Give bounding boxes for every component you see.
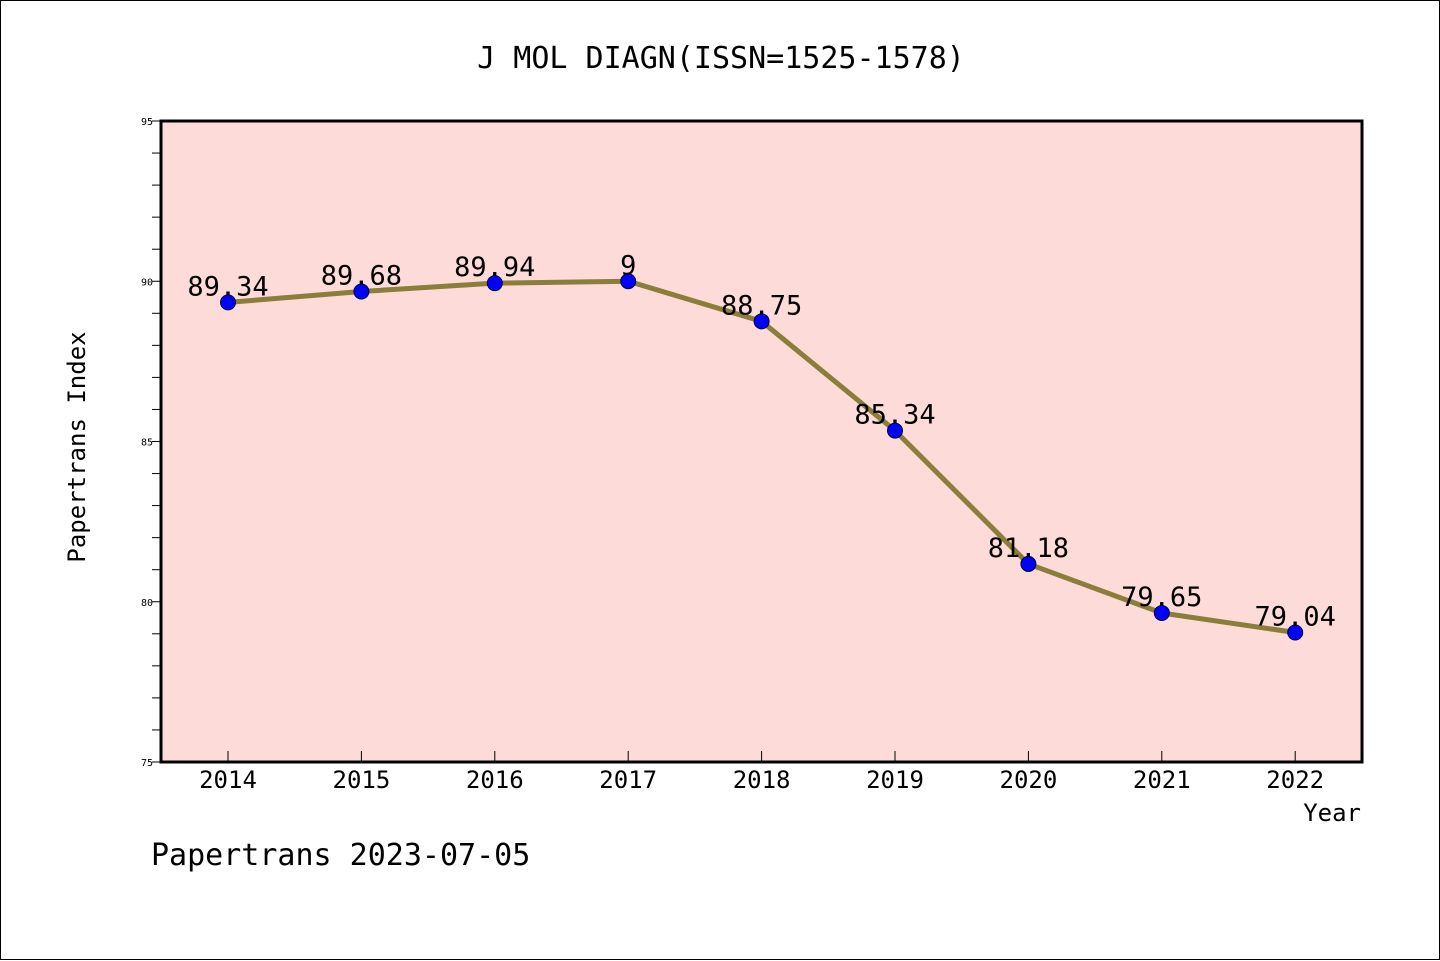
data-point [620, 273, 637, 290]
plot-area [159, 119, 1364, 764]
data-label: 79.04 [1255, 602, 1336, 633]
data-label: 89.68 [321, 261, 402, 292]
y-axis: 75 80 85 90 95 [141, 117, 161, 769]
x-tick-label: 2022 [1266, 766, 1324, 794]
y-tick-label: 85 [141, 438, 153, 449]
data-point [1287, 624, 1304, 641]
data-label: 88.75 [721, 290, 802, 321]
data-label: 79.65 [1121, 582, 1202, 613]
x-tick-label: 2021 [1133, 766, 1191, 794]
x-tick-label: 2018 [733, 766, 791, 794]
x-axis: 2014 2015 2016 2017 2018 2019 2020 2021 2022 [199, 751, 1324, 794]
y-tick-label: 80 [141, 598, 153, 609]
data-point [220, 294, 236, 311]
x-tick-label: 2015 [333, 766, 391, 794]
footer-date: Papertrans 2023-07-05 [151, 838, 530, 873]
data-point [353, 283, 370, 300]
data-point [486, 275, 503, 292]
data-point [887, 422, 903, 439]
data-label: 9 [620, 250, 636, 281]
x-axis-label: Year [1303, 799, 1361, 827]
data-label: 89.94 [454, 252, 535, 283]
x-tick-label: 2020 [1000, 766, 1058, 794]
x-tick-label: 2014 [199, 766, 257, 794]
x-tick-label: 2017 [599, 766, 657, 794]
data-label: 89.34 [187, 271, 268, 302]
data-label: 85.34 [854, 400, 935, 431]
x-tick-label: 2019 [866, 766, 924, 794]
data-markers [220, 273, 1304, 641]
y-tick-label: 75 [141, 758, 153, 769]
y-axis-label: Papertrans Index [63, 331, 91, 562]
data-point [1020, 555, 1037, 572]
data-point [1153, 604, 1170, 621]
y-tick-label: 95 [141, 117, 153, 128]
y-tick-label: 90 [141, 277, 153, 288]
data-labels: 89.34 89.68 89.94 9 88.75 85.34 81.18 79.65 79.0… [187, 250, 1335, 632]
data-label: 81.18 [988, 533, 1069, 564]
data-point [753, 313, 770, 330]
x-tick-label: 2016 [466, 766, 524, 794]
chart-title: J MOL DIAGN(ISSN=1525-1578) [477, 41, 965, 76]
